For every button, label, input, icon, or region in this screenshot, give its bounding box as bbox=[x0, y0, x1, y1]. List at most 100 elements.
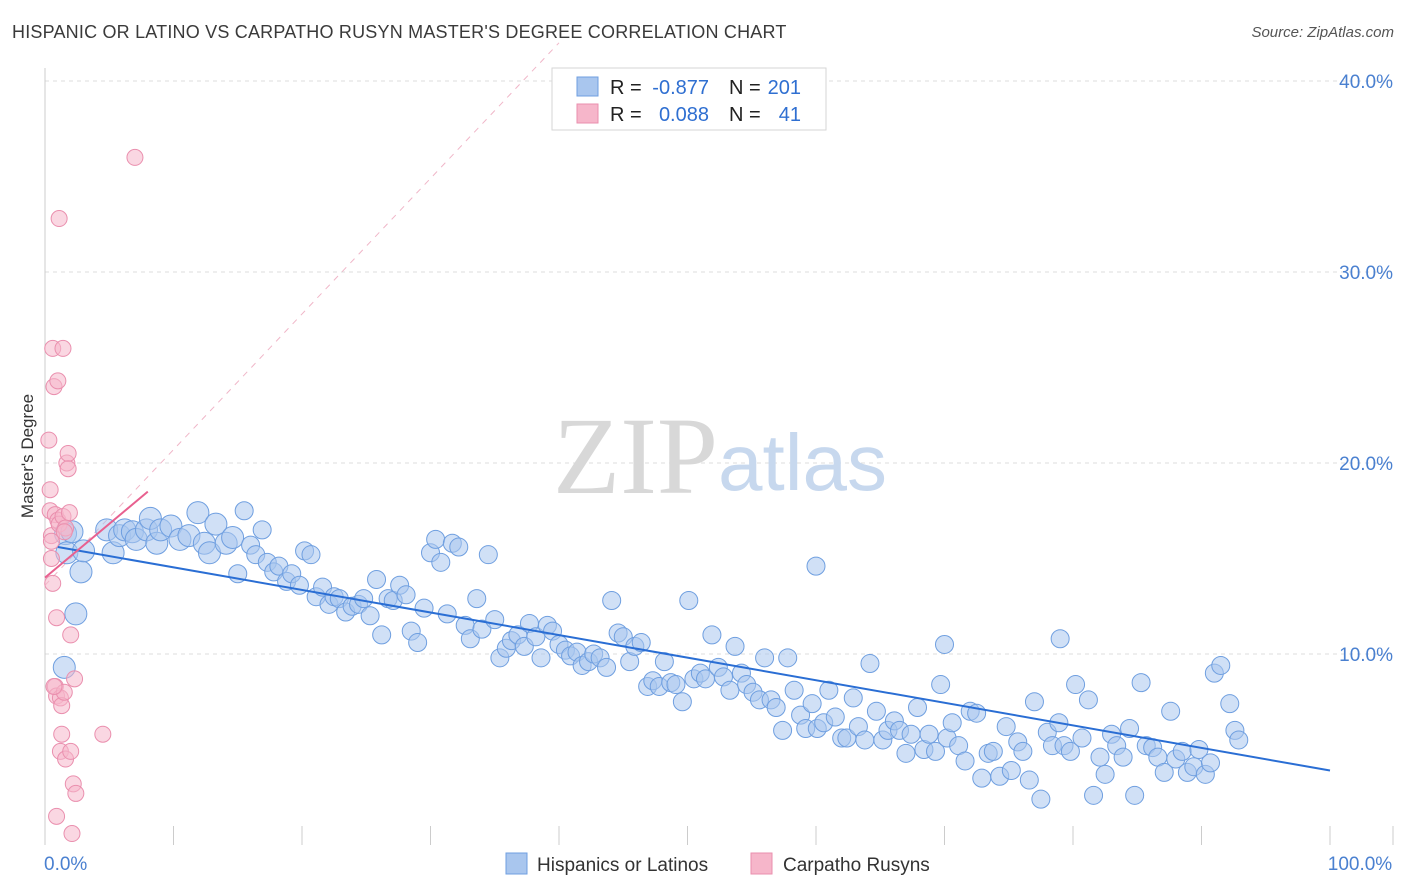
point-carpatho bbox=[40, 431, 58, 449]
x-tick-label-0: 0.0% bbox=[44, 854, 87, 875]
point-hispanic bbox=[855, 730, 875, 750]
point-hispanic bbox=[1113, 747, 1133, 767]
point-hispanic bbox=[414, 598, 434, 618]
point-hispanic bbox=[186, 501, 210, 525]
point-carpatho bbox=[62, 742, 80, 760]
y-axis-title: Master's Degree bbox=[18, 394, 37, 518]
point-hispanic bbox=[631, 633, 651, 653]
point-hispanic bbox=[1050, 629, 1070, 649]
series-hispanics-points bbox=[52, 501, 1249, 809]
point-hispanic bbox=[720, 680, 740, 700]
watermark: ZIP atlas bbox=[553, 395, 887, 517]
point-hispanic bbox=[531, 648, 551, 668]
point-hispanic bbox=[597, 657, 617, 677]
legend-n-label-blue: N = bbox=[729, 77, 761, 99]
point-carpatho bbox=[48, 807, 66, 825]
legend-series-swatch-pink bbox=[750, 852, 773, 875]
point-hispanic bbox=[408, 633, 428, 653]
point-hispanic bbox=[478, 545, 498, 565]
point-hispanic bbox=[1090, 747, 1110, 767]
point-carpatho bbox=[42, 550, 60, 567]
grid bbox=[45, 80, 1392, 655]
point-carpatho bbox=[59, 460, 77, 478]
legend-n-value-blue: 201 bbox=[768, 77, 801, 99]
legend-stats: R = -0.877 N = 201 R = 0.088 N = 41 bbox=[551, 67, 827, 131]
y-tick-label-3: 40.0% bbox=[1339, 72, 1393, 93]
point-hispanic bbox=[1125, 785, 1145, 805]
point-hispanic bbox=[942, 713, 962, 733]
point-hispanic bbox=[866, 701, 886, 721]
point-hispanic bbox=[819, 680, 839, 700]
point-hispanic bbox=[955, 751, 975, 771]
chart-title: HISPANIC OR LATINO VS CARPATHO RUSYN MAS… bbox=[12, 22, 787, 42]
point-hispanic bbox=[69, 560, 93, 584]
point-hispanic bbox=[431, 552, 451, 572]
point-hispanic bbox=[1078, 690, 1098, 710]
point-hispanic bbox=[1131, 673, 1151, 693]
point-hispanic bbox=[773, 720, 793, 740]
point-hispanic bbox=[234, 501, 254, 521]
point-hispanic bbox=[919, 724, 939, 744]
legend-n-label-pink: N = bbox=[729, 104, 761, 126]
point-hispanic bbox=[204, 512, 228, 536]
point-hispanic bbox=[725, 636, 745, 656]
point-hispanic bbox=[360, 606, 380, 626]
point-carpatho bbox=[94, 725, 112, 743]
point-hispanic bbox=[935, 634, 954, 654]
point-hispanic bbox=[1060, 741, 1080, 761]
y-tick-label-1: 20.0% bbox=[1339, 454, 1393, 475]
legend-series: Hispanics or Latinos Carpatho Rusyns bbox=[505, 852, 930, 876]
point-hispanic bbox=[901, 724, 921, 744]
point-hispanic bbox=[354, 589, 374, 609]
point-carpatho bbox=[62, 626, 80, 644]
point-hispanic bbox=[485, 610, 505, 630]
point-carpatho bbox=[67, 784, 85, 802]
point-carpatho bbox=[66, 670, 84, 688]
point-hispanic bbox=[702, 625, 722, 645]
trend-line-hispanic bbox=[57, 546, 1331, 772]
point-hispanic bbox=[1031, 789, 1051, 809]
point-hispanic bbox=[972, 768, 992, 788]
point-carpatho bbox=[45, 677, 63, 695]
point-hispanic bbox=[372, 625, 392, 645]
legend-r-label-blue: R = bbox=[610, 77, 642, 99]
point-hispanic bbox=[679, 591, 699, 611]
point-hispanic bbox=[1013, 741, 1033, 761]
legend-r-label-pink: R = bbox=[610, 104, 642, 126]
point-hispanic bbox=[1095, 764, 1115, 784]
point-hispanic bbox=[1211, 655, 1231, 675]
point-hispanic bbox=[467, 589, 487, 609]
tick-labels: 10.0% 20.0% 30.0% 40.0% 0.0% 100.0% bbox=[44, 72, 1393, 875]
y-tick-label-2: 30.0% bbox=[1339, 263, 1393, 284]
point-hispanic bbox=[806, 556, 826, 576]
point-hispanic bbox=[896, 743, 916, 763]
point-hispanic bbox=[1072, 728, 1092, 748]
point-hispanic bbox=[1001, 761, 1021, 781]
legend-series-swatch-blue bbox=[505, 852, 528, 875]
legend-r-value-pink: 0.088 bbox=[659, 104, 709, 126]
point-hispanic bbox=[602, 591, 622, 611]
point-hispanic bbox=[1066, 675, 1086, 695]
legend-swatch-pink bbox=[576, 103, 599, 124]
point-hispanic bbox=[860, 654, 880, 674]
legend-series-label-blue: Hispanics or Latinos bbox=[537, 855, 708, 876]
point-hispanic bbox=[672, 692, 692, 712]
point-hispanic bbox=[843, 688, 863, 708]
point-carpatho bbox=[59, 444, 77, 462]
point-hispanic bbox=[301, 545, 321, 565]
axes bbox=[44, 68, 1394, 845]
x-tick-label-1: 100.0% bbox=[1328, 854, 1393, 875]
trend-line-carpatho bbox=[44, 490, 149, 579]
point-hispanic bbox=[426, 529, 446, 549]
reference-diagonal bbox=[44, 42, 560, 586]
point-hispanic bbox=[778, 648, 798, 668]
point-hispanic bbox=[396, 585, 416, 605]
legend-series-label-pink: Carpatho Rusyns bbox=[783, 855, 930, 876]
legend-r-value-blue: -0.877 bbox=[652, 77, 709, 99]
point-hispanic bbox=[367, 570, 387, 590]
point-hispanic bbox=[983, 741, 1003, 761]
point-hispanic bbox=[1200, 753, 1220, 773]
point-hispanic bbox=[996, 717, 1016, 737]
point-carpatho bbox=[41, 481, 59, 499]
